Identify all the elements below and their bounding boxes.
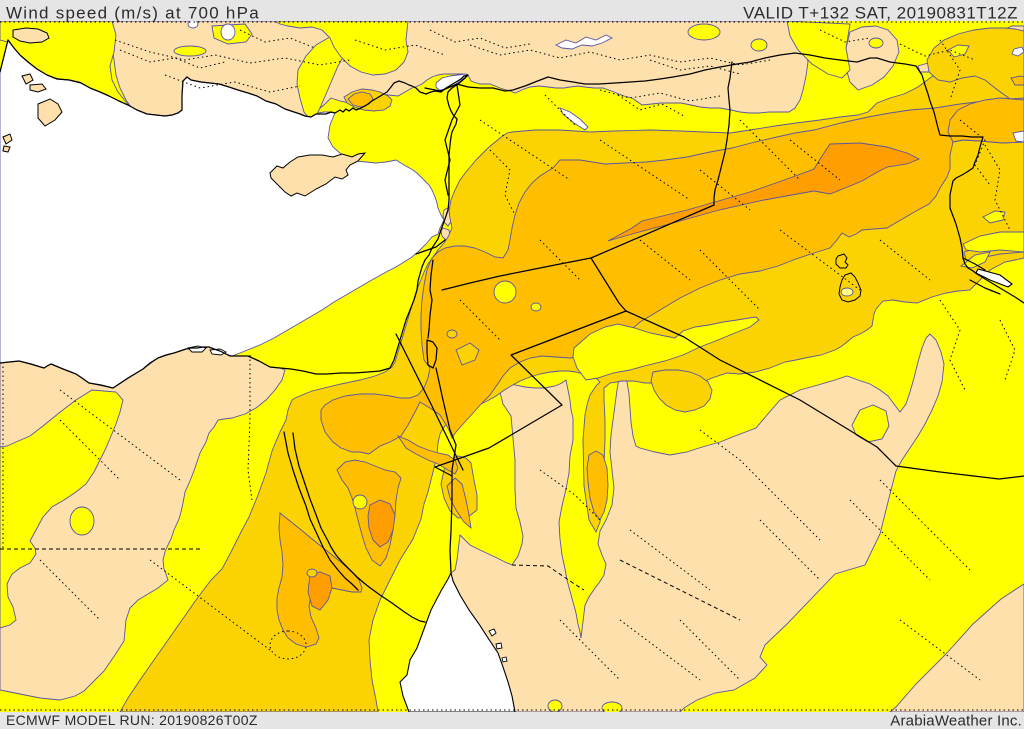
svg-text:ArabiaWeather Inc.: ArabiaWeather Inc. [890, 713, 1022, 729]
svg-text:VALID T+132 SAT, 20190831T12Z: VALID T+132 SAT, 20190831T12Z [743, 4, 1018, 23]
svg-text:ECMWF MODEL RUN: 20190826T00Z: ECMWF MODEL RUN: 20190826T00Z [6, 712, 258, 728]
svg-text:Wind speed (m/s) at 700 hPa: Wind speed (m/s) at 700 hPa [6, 4, 260, 23]
